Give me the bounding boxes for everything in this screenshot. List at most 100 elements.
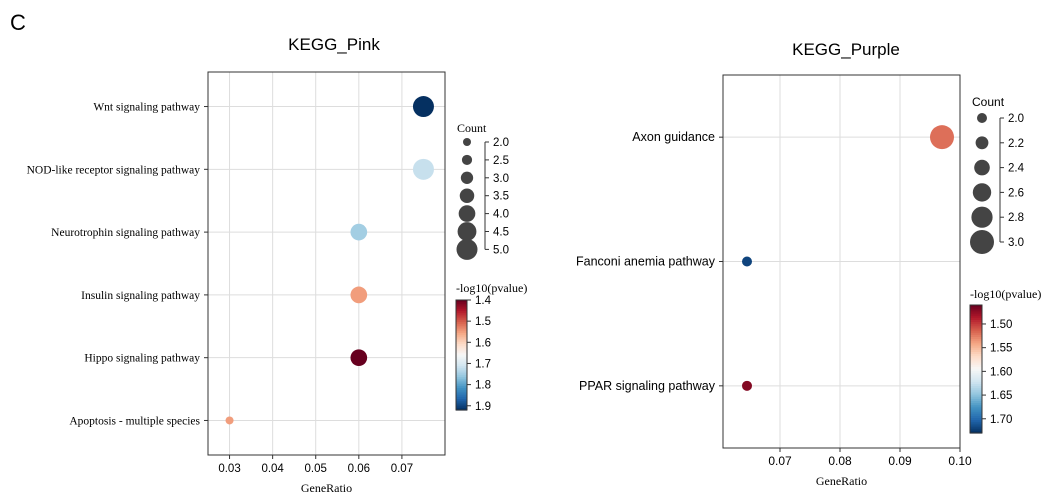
x-tick-label: 0.04: [261, 463, 284, 475]
data-point: [412, 158, 434, 180]
colorbar-segment: [456, 367, 467, 371]
colorbar-segment: [970, 381, 982, 385]
data-point: [225, 416, 234, 425]
colorbar-segment: [970, 324, 982, 327]
colorbar-segment: [970, 371, 982, 374]
size-legend-label: 2.2: [1008, 138, 1024, 150]
size-legend-marker: [457, 222, 477, 241]
chart-title: KEGG_Purple: [792, 40, 900, 59]
colorbar-segment: [456, 353, 467, 356]
y-tick-label: Axon guidance: [632, 130, 715, 144]
colorbar-segment: [970, 364, 982, 368]
x-axis-label: GeneRatio: [301, 481, 352, 495]
colorbar-segment: [456, 307, 467, 310]
size-legend-marker: [456, 238, 478, 260]
colorbar-segment: [970, 347, 982, 351]
colorbar-title: -log10(pvalue): [456, 281, 527, 295]
colorbar-segment: [970, 311, 982, 315]
size-legend-label: 2.0: [493, 137, 509, 149]
colorbar-label: 1.8: [475, 380, 491, 392]
colorbar-label: 1.55: [990, 343, 1012, 355]
colorbar-segment: [456, 347, 467, 351]
colorbar-segment: [456, 364, 467, 367]
size-legend-marker: [975, 136, 989, 150]
colorbar-segment: [970, 366, 982, 370]
colorbar-segment: [456, 323, 467, 327]
colorbar-title: -log10(pvalue): [970, 287, 1041, 301]
colorbar-segment: [456, 318, 467, 321]
colorbar-segment: [456, 316, 467, 319]
colorbar-segment: [970, 418, 982, 421]
colorbar-segment: [970, 407, 982, 411]
colorbar-segment: [456, 331, 467, 334]
colorbar-segment: [456, 397, 467, 400]
colorbar-segment: [970, 313, 982, 317]
colorbar-segment: [970, 305, 982, 308]
colorbar-segment: [456, 369, 467, 373]
colorbar-segment: [456, 356, 467, 360]
size-legend-label: 5.0: [493, 244, 509, 256]
colorbar-segment: [970, 422, 982, 426]
size-legend-marker: [461, 154, 473, 165]
colorbar-segment: [970, 390, 982, 394]
panel-label: C: [10, 10, 26, 35]
colorbar-segment: [970, 345, 982, 349]
colorbar-segment: [970, 411, 982, 415]
y-tick-label: PPAR signaling pathway: [579, 379, 716, 393]
y-tick-label: Wnt signaling pathway: [93, 102, 200, 114]
size-legend-label: 2.5: [493, 155, 509, 167]
colorbar-segment: [970, 386, 982, 389]
colorbar-label: 1.70: [990, 414, 1012, 426]
colorbar-segment: [970, 319, 982, 323]
colorbar-label: 1.65: [990, 390, 1012, 402]
colorbar-segment: [970, 405, 982, 408]
x-tick-label: 0.03: [218, 463, 240, 475]
size-legend-marker: [970, 230, 994, 254]
colorbar-label: 1.5: [475, 316, 491, 328]
colorbar-segment: [456, 358, 467, 362]
colorbar-segment: [970, 409, 982, 413]
colorbar-segment: [456, 389, 467, 393]
colorbar-segment: [970, 430, 982, 434]
colorbar-segment: [456, 309, 467, 312]
size-legend-label: 2.8: [1008, 212, 1024, 224]
y-tick-label: NOD-like receptor signaling pathway: [27, 164, 201, 176]
colorbar-segment: [970, 413, 982, 417]
y-tick-label: Neurotrophin signaling pathway: [51, 227, 200, 239]
size-legend-marker: [460, 171, 474, 184]
y-tick-label: Insulin signaling pathway: [81, 290, 200, 302]
colorbar-segment: [970, 415, 982, 419]
size-legend-marker: [972, 183, 992, 202]
size-legend-title: Count: [457, 121, 487, 135]
colorbar-label: 1.9: [475, 401, 491, 413]
data-point: [930, 125, 954, 150]
colorbar-segment: [456, 333, 467, 336]
colorbar-segment: [970, 362, 982, 366]
colorbar-segment: [456, 338, 467, 341]
size-legend-label: 2.0: [1008, 113, 1024, 125]
colorbar-segment: [970, 339, 982, 342]
colorbar-segment: [970, 315, 982, 319]
colorbar-segment: [970, 354, 982, 357]
colorbar-segment: [456, 329, 467, 332]
colorbar-segment: [456, 344, 467, 347]
colorbar-label: 1.4: [475, 295, 492, 307]
colorbar-segment: [456, 311, 467, 314]
colorbar-segment: [970, 334, 982, 338]
colorbar-segment: [456, 322, 467, 325]
colorbar-segment: [456, 395, 467, 398]
colorbar-segment: [456, 373, 467, 376]
size-legend-label: 4.0: [493, 209, 509, 221]
size-legend-label: 3.0: [1008, 237, 1024, 249]
colorbar-segment: [970, 424, 982, 428]
colorbar-segment: [970, 377, 982, 381]
colorbar-segment: [456, 314, 467, 318]
size-legend-marker: [971, 206, 993, 228]
colorbar-segment: [456, 400, 467, 404]
size-legend-marker: [977, 113, 987, 123]
colorbar-segment: [970, 420, 982, 423]
size-legend-label: 3.0: [493, 173, 509, 185]
colorbar-segment: [456, 351, 467, 354]
colorbar-segment: [456, 355, 467, 358]
colorbar-segment: [456, 408, 467, 411]
